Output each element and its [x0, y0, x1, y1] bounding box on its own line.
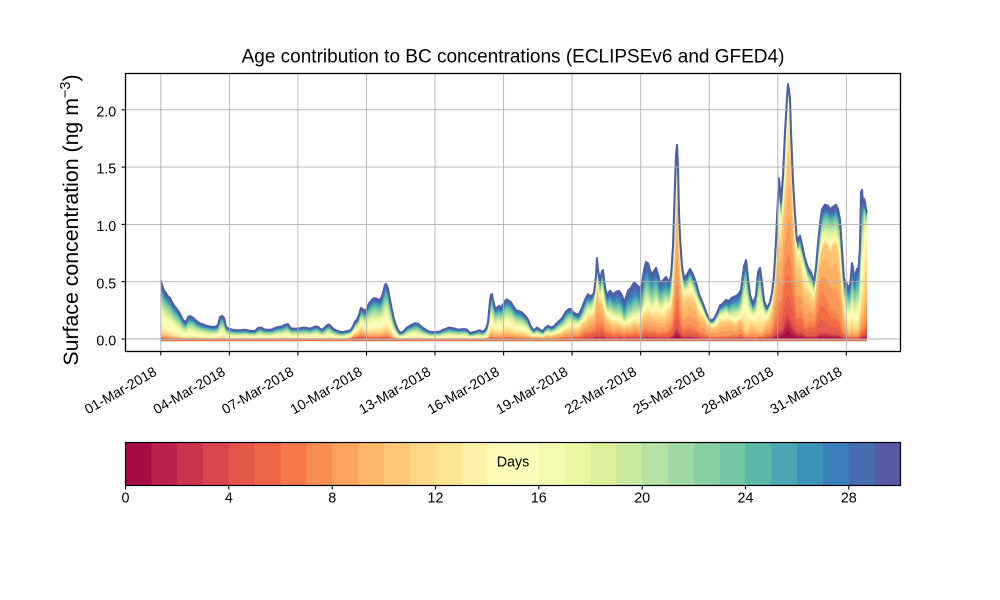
svg-text:Surface concentration (ng m−3): Surface concentration (ng m−3) [58, 74, 83, 365]
svg-text:1.5: 1.5 [96, 162, 116, 178]
svg-text:0: 0 [122, 491, 130, 507]
svg-text:20: 20 [634, 491, 650, 507]
svg-text:4: 4 [225, 491, 233, 507]
svg-text:Days: Days [497, 455, 530, 471]
svg-text:1.0: 1.0 [96, 219, 116, 235]
svg-text:12: 12 [428, 491, 444, 507]
svg-text:0.0: 0.0 [96, 334, 116, 350]
svg-text:2.0: 2.0 [96, 104, 116, 120]
svg-text:8: 8 [328, 491, 336, 507]
svg-text:24: 24 [738, 491, 754, 507]
svg-text:Age contribution to BC concent: Age contribution to BC concentrations (E… [242, 47, 785, 68]
svg-text:16: 16 [531, 491, 547, 507]
svg-text:0.5: 0.5 [96, 276, 116, 292]
svg-text:28: 28 [841, 491, 857, 507]
